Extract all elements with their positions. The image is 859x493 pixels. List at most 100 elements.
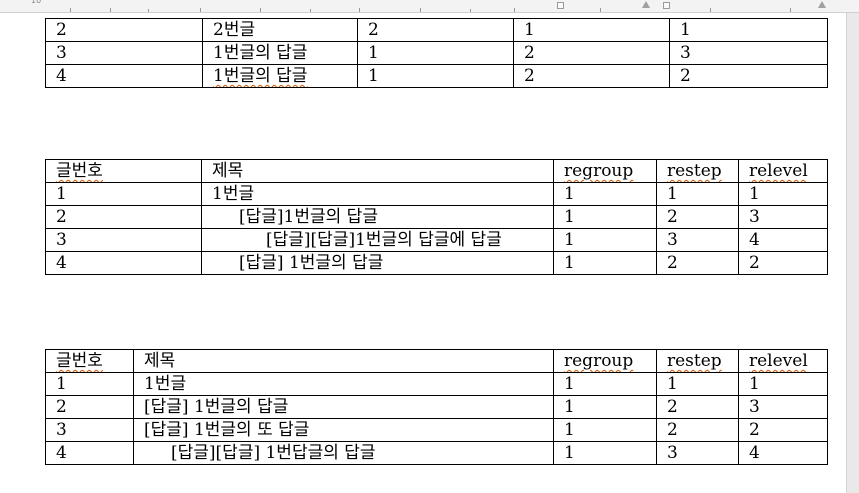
cell-no[interactable]: 4 <box>45 251 202 275</box>
header-restep[interactable]: restep <box>656 159 739 183</box>
cell-restep[interactable]: 3 <box>656 228 739 252</box>
cell-relevel[interactable]: 3 <box>669 41 828 65</box>
cell-relevel[interactable]: 1 <box>669 18 828 42</box>
cell-regroup[interactable]: 1 <box>553 228 657 252</box>
cell-regroup[interactable]: 1 <box>553 418 657 442</box>
cell-regroup[interactable]: 1 <box>553 441 657 465</box>
cell-no[interactable]: 1 <box>45 372 134 396</box>
cell-no[interactable]: 2 <box>45 395 134 419</box>
cell-restep[interactable]: 2 <box>656 395 739 419</box>
cell-restep[interactable]: 2 <box>513 41 670 65</box>
cell-restep[interactable]: 2 <box>656 418 739 442</box>
cell-relevel[interactable]: 4 <box>738 228 828 252</box>
cell-relevel[interactable]: 2 <box>738 251 828 275</box>
header-row: 글번호 제목 regroup restep relevel <box>45 159 828 183</box>
cell-no[interactable]: 3 <box>45 418 134 442</box>
cell-title[interactable]: [답글] 1번글의 또 답글 <box>133 418 554 442</box>
cell-title[interactable]: 1번글의 답글 <box>202 64 358 88</box>
table-row: 3 1번글의 답글 1 2 3 <box>45 41 828 65</box>
table-row: 3 [답글][답글]1번글의 답글에 답글 1 3 4 <box>45 228 828 252</box>
cell-restep[interactable]: 1 <box>656 372 739 396</box>
header-title[interactable]: 제목 <box>201 159 554 183</box>
indent-marker[interactable] <box>642 1 650 8</box>
cell-relevel[interactable]: 2 <box>738 418 828 442</box>
cell-relevel[interactable]: 3 <box>738 205 828 229</box>
cell-regroup[interactable]: 1 <box>553 205 657 229</box>
ruler-tick <box>200 8 201 12</box>
cell-no[interactable]: 3 <box>45 228 202 252</box>
cell-restep[interactable]: 3 <box>656 441 739 465</box>
cell-regroup[interactable]: 2 <box>357 18 514 42</box>
ruler-tick <box>148 9 149 12</box>
header-title[interactable]: 제목 <box>133 349 554 373</box>
cell-relevel[interactable]: 4 <box>738 441 828 465</box>
cell-title[interactable]: [답글] 1번글의 답글 <box>201 251 554 275</box>
table-2: 글번호 제목 regroup restep relevel 1 1번글 1 1 … <box>45 159 828 275</box>
cell-no[interactable]: 3 <box>45 41 203 65</box>
table-row: 4 1번글의 답글 1 2 2 <box>45 64 828 88</box>
ruler-tick <box>359 8 360 12</box>
ruler-tick <box>600 8 601 12</box>
header-regroup[interactable]: regroup <box>553 349 657 373</box>
cell-relevel[interactable]: 1 <box>738 182 828 206</box>
table-row: 2 [답글]1번글의 답글 1 2 3 <box>45 205 828 229</box>
table-row: 1 1번글 1 1 1 <box>45 182 828 206</box>
ruler-tick <box>470 9 471 12</box>
cell-title[interactable]: [답글] 1번글의 답글 <box>133 395 554 419</box>
cell-no[interactable]: 4 <box>45 441 134 465</box>
table-row: 4 [답글] 1번글의 답글 1 2 2 <box>45 251 828 275</box>
cell-no[interactable]: 1 <box>45 182 202 206</box>
ruler-tick <box>790 8 791 12</box>
table-row: 1 1번글 1 1 1 <box>45 372 828 396</box>
cell-title[interactable]: 2번글 <box>202 18 358 42</box>
ruler-tick <box>70 8 71 12</box>
table-row: 2 2번글 2 1 1 <box>45 18 828 42</box>
cell-relevel[interactable]: 3 <box>738 395 828 419</box>
cell-restep[interactable]: 2 <box>513 64 670 88</box>
cell-restep[interactable]: 1 <box>513 18 670 42</box>
cell-title[interactable]: 1번글 <box>201 182 554 206</box>
header-no[interactable]: 글번호 <box>45 159 202 183</box>
cell-restep[interactable]: 1 <box>656 182 739 206</box>
table-row: 4 [답글][답글] 1번답글의 답글 1 3 4 <box>45 441 828 465</box>
cell-restep[interactable]: 2 <box>656 251 739 275</box>
ruler-number: 10 <box>31 0 42 5</box>
ruler-tick <box>310 9 311 12</box>
table-row: 2 [답글] 1번글의 답글 1 2 3 <box>45 395 828 419</box>
cell-relevel[interactable]: 2 <box>669 64 828 88</box>
ruler-tick <box>420 8 421 12</box>
header-regroup[interactable]: regroup <box>553 159 657 183</box>
table-row: 3 [답글] 1번글의 또 답글 1 2 2 <box>45 418 828 442</box>
cell-title[interactable]: [답글][답글]1번글의 답글에 답글 <box>201 228 554 252</box>
cell-regroup[interactable]: 1 <box>357 64 514 88</box>
cell-no[interactable]: 4 <box>45 64 203 88</box>
ruler-tick <box>260 8 261 12</box>
right-indent-marker[interactable] <box>818 1 826 8</box>
cell-title[interactable]: [답글][답글] 1번답글의 답글 <box>133 441 554 465</box>
ruler-tick <box>710 8 711 12</box>
header-relevel[interactable]: relevel <box>738 349 828 373</box>
ruler-tick <box>514 8 515 12</box>
cell-regroup[interactable]: 1 <box>553 251 657 275</box>
table-3: 글번호 제목 regroup restep relevel 1 1번글 1 1 … <box>45 349 828 465</box>
header-relevel[interactable]: relevel <box>738 159 828 183</box>
cell-title[interactable]: [답글]1번글의 답글 <box>201 205 554 229</box>
table-1: 2 2번글 2 1 1 3 1번글의 답글 1 2 3 4 1번글의 답글 1 … <box>45 18 828 88</box>
vertical-scrollbar[interactable] <box>846 13 859 493</box>
horizontal-ruler[interactable]: 10 <box>0 0 859 13</box>
cell-no[interactable]: 2 <box>45 18 203 42</box>
cell-regroup[interactable]: 1 <box>553 182 657 206</box>
cell-regroup[interactable]: 1 <box>553 395 657 419</box>
cell-relevel[interactable]: 1 <box>738 372 828 396</box>
cell-regroup[interactable]: 1 <box>553 372 657 396</box>
cell-title[interactable]: 1번글의 답글 <box>202 41 358 65</box>
cell-regroup[interactable]: 1 <box>357 41 514 65</box>
header-restep[interactable]: restep <box>656 349 739 373</box>
cell-restep[interactable]: 2 <box>656 205 739 229</box>
cell-title[interactable]: 1번글 <box>133 372 554 396</box>
column-marker[interactable] <box>663 2 670 9</box>
cell-no[interactable]: 2 <box>45 205 202 229</box>
header-no[interactable]: 글번호 <box>45 349 134 373</box>
column-marker[interactable] <box>557 2 564 9</box>
header-row: 글번호 제목 regroup restep relevel <box>45 349 828 373</box>
